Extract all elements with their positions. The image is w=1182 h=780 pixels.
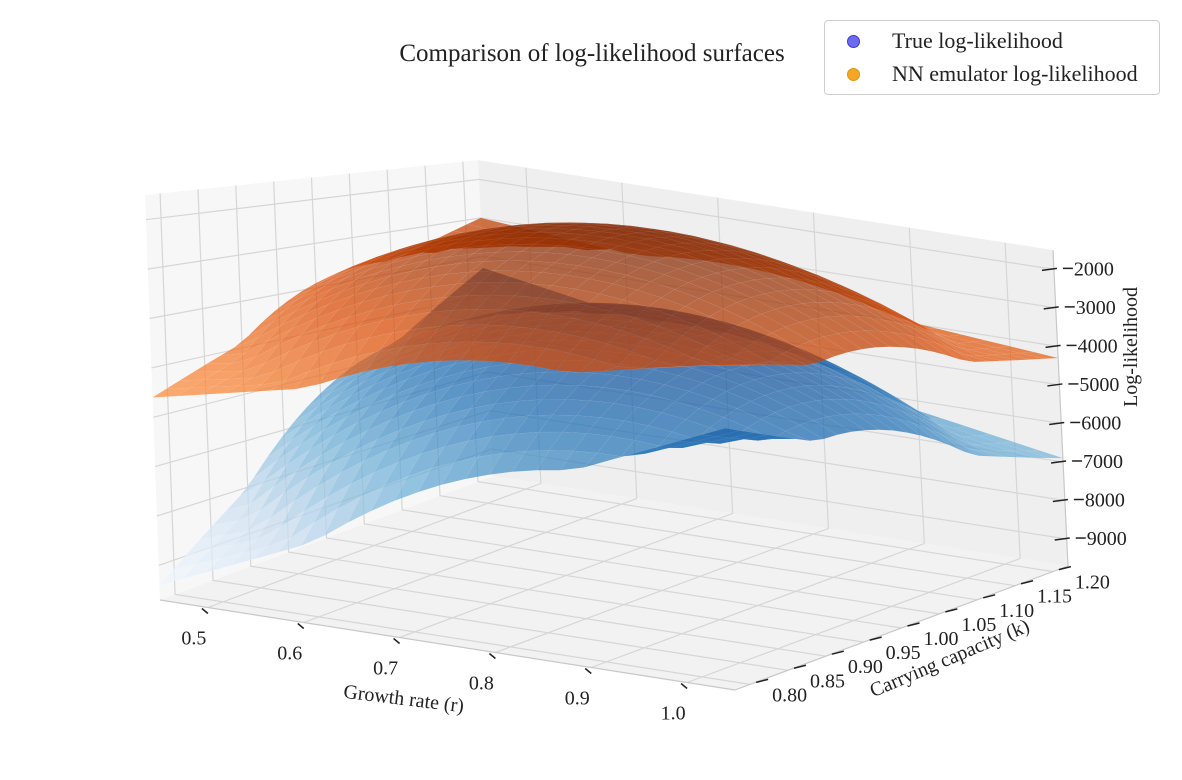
legend-marker-true — [847, 35, 860, 48]
y-tick-label: 1.15 — [1037, 586, 1072, 608]
x-axis-label: Growth rate (r) — [342, 681, 465, 718]
z-tick-label: 3000 — [1076, 297, 1116, 319]
z-tick-label-group: 4000 — [1067, 335, 1118, 357]
x-tick-label: 0.6 — [277, 643, 302, 665]
x-tick-label: 0.9 — [565, 688, 590, 710]
x-tick — [394, 639, 400, 644]
x-tick-label: 0.5 — [181, 628, 206, 650]
z-tick-label-group: 7000 — [1072, 451, 1123, 473]
legend-marker-nn — [847, 68, 860, 81]
z-tick-label-group: 9000 — [1076, 528, 1127, 550]
legend-label-true: True log-likelihood — [892, 28, 1063, 54]
x-tick-label: 0.7 — [373, 658, 398, 680]
z-tick-label-group: 2000 — [1063, 258, 1114, 280]
legend-item-true: True log-likelihood — [847, 27, 1063, 55]
legend: True log-likelihood NN emulator log-like… — [824, 20, 1160, 95]
z-tick-label-group: 8000 — [1074, 490, 1125, 512]
x-tick — [489, 654, 495, 659]
z-tick-label: 5000 — [1079, 374, 1119, 396]
z-tick-label: 7000 — [1083, 451, 1123, 473]
y-tick-label: 0.90 — [848, 656, 883, 678]
z-tick-label: 6000 — [1081, 412, 1121, 434]
z-tick-label-group: 5000 — [1068, 374, 1119, 396]
x-tick — [681, 684, 687, 689]
y-tick-label: 1.20 — [1075, 572, 1110, 594]
legend-item-nn: NN emulator log-likelihood — [847, 60, 1138, 88]
x-tick — [585, 669, 591, 674]
z-tick-label: 8000 — [1085, 490, 1125, 512]
x-tick — [298, 624, 304, 629]
z-tick-label: 9000 — [1087, 528, 1127, 550]
x-tick-label: 1.0 — [661, 703, 686, 725]
chart-title: Comparison of log-likelihood surfaces — [399, 40, 784, 67]
z-tick-label: 2000 — [1074, 258, 1114, 280]
z-tick-label-group: 3000 — [1065, 297, 1116, 319]
x-tick — [202, 609, 208, 614]
z-tick-label: 4000 — [1078, 335, 1118, 357]
x-tick-label: 0.8 — [469, 673, 494, 695]
y-tick-label: 0.80 — [772, 684, 807, 706]
z-tick-label-group: 6000 — [1070, 412, 1121, 434]
z-axis-label: Log-likelihood — [1120, 287, 1142, 407]
y-tick-label: 0.85 — [810, 670, 845, 692]
legend-label-nn: NN emulator log-likelihood — [892, 61, 1138, 87]
